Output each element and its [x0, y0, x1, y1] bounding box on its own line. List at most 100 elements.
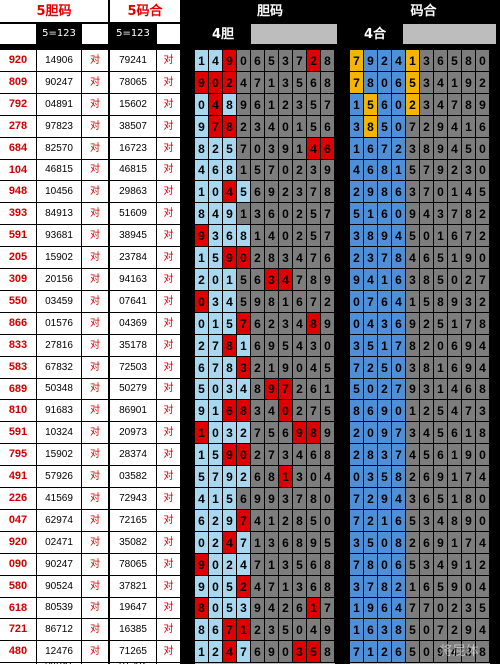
- digit-cell: 5: [223, 576, 236, 597]
- digit-cell: 6: [195, 510, 208, 531]
- digit-cell: 4: [434, 72, 447, 93]
- digit-cell: 1: [462, 116, 475, 137]
- digit-cell: 2: [392, 138, 405, 159]
- digit-cell: 6: [392, 72, 405, 93]
- he5-value: 71265: [110, 641, 156, 662]
- dan5-value: 14906: [37, 50, 81, 71]
- digit-cell: 3: [462, 291, 475, 312]
- digit-cell: 2: [406, 532, 419, 553]
- dan-sub-blank: [251, 24, 337, 44]
- digit-cell: 2: [462, 269, 475, 290]
- digit-cell: 3: [364, 247, 377, 268]
- digit-cell: 2: [378, 641, 391, 662]
- digit-cell: 5: [434, 313, 447, 334]
- digit-cell: 7: [237, 510, 250, 531]
- digit-cell: 3: [265, 619, 278, 640]
- digit-cell: 5: [462, 138, 475, 159]
- watermark-logo: 将屁体: [439, 643, 479, 659]
- digit-cell: 0: [237, 50, 250, 71]
- he5-value: 86901: [110, 400, 156, 421]
- digit-cell: 4: [251, 510, 264, 531]
- digit-cell: 4: [476, 357, 489, 378]
- digit-cell: 6: [392, 269, 405, 290]
- dan5-value: 90524: [37, 576, 81, 597]
- he5-mark: 对: [157, 181, 180, 202]
- digit-cell: 2: [448, 598, 461, 618]
- digit-cell: 5: [406, 72, 419, 93]
- digit-cell: 1: [209, 400, 222, 421]
- he5-mark: 对: [157, 160, 180, 180]
- digit-cell: 5: [279, 335, 292, 356]
- digit-cell: 9: [237, 94, 250, 115]
- digit-cell: 5: [209, 444, 222, 465]
- digit-cell: 7: [237, 138, 250, 159]
- he5-value: 35178: [110, 335, 156, 356]
- digit-cell: 7: [350, 641, 363, 662]
- digit-cell: 6: [265, 203, 278, 224]
- digit-cell: 1: [406, 50, 419, 71]
- issue-number: 920: [0, 532, 36, 553]
- digit-cell: 0: [195, 532, 208, 553]
- digit-cell: 9: [223, 247, 236, 268]
- digit-cell: 3: [279, 313, 292, 334]
- digit-cell: 8: [476, 379, 489, 399]
- issue-number: 393: [0, 203, 36, 224]
- dan5-mark: 对: [82, 94, 108, 115]
- digit-cell: 1: [195, 50, 208, 71]
- digit-cell: 3: [265, 138, 278, 159]
- digit-cell: 6: [279, 422, 292, 443]
- digit-cell: 7: [420, 181, 433, 202]
- digit-cell: 7: [378, 138, 391, 159]
- digit-cell: 1: [251, 225, 264, 246]
- issue-number: 278: [0, 116, 36, 137]
- digit-cell: 6: [378, 203, 391, 224]
- digit-cell: 1: [237, 335, 250, 356]
- digit-cell: 8: [462, 203, 475, 224]
- digit-cell: 1: [378, 510, 391, 531]
- digit-cell: 9: [434, 641, 447, 662]
- he5-value: 16385: [110, 619, 156, 640]
- digit-cell: 8: [251, 379, 264, 399]
- digit-cell: 1: [378, 269, 391, 290]
- digit-cell: 7: [307, 291, 320, 312]
- digit-cell: 2: [307, 50, 320, 71]
- digit-cell: 6: [321, 116, 334, 137]
- dan5-mark: 对: [82, 619, 108, 640]
- issue-number: 550: [0, 291, 36, 312]
- digit-cell: 9: [378, 400, 391, 421]
- digit-cell: 0: [476, 247, 489, 268]
- digit-cell: 7: [462, 313, 475, 334]
- digit-cell: 1: [392, 160, 405, 180]
- digit-cell: 9: [223, 466, 236, 487]
- digit-cell: 0: [293, 619, 306, 640]
- digit-cell: 4: [209, 94, 222, 115]
- dan5-value: 62974: [37, 510, 81, 531]
- dan5-value: 15902: [37, 247, 81, 268]
- issue-number: 795: [0, 444, 36, 465]
- he5-mark: 对: [157, 269, 180, 290]
- digit-cell: 6: [251, 181, 264, 202]
- digit-cell: 5: [307, 510, 320, 531]
- digit-cell: 3: [350, 225, 363, 246]
- digit-cell: 0: [378, 554, 391, 575]
- digit-cell: 6: [476, 116, 489, 137]
- digit-cell: 3: [237, 357, 250, 378]
- digit-cell: 1: [195, 422, 208, 443]
- he5-value: 72943: [110, 488, 156, 509]
- he5-mark: 对: [157, 554, 180, 575]
- issue-number: 580: [0, 576, 36, 597]
- digit-cell: 6: [307, 444, 320, 465]
- issue-number: 480: [0, 641, 36, 662]
- digit-cell: 1: [378, 335, 391, 356]
- digit-cell: 0: [321, 335, 334, 356]
- he5-mark: 对: [157, 379, 180, 399]
- digit-cell: 4: [462, 181, 475, 202]
